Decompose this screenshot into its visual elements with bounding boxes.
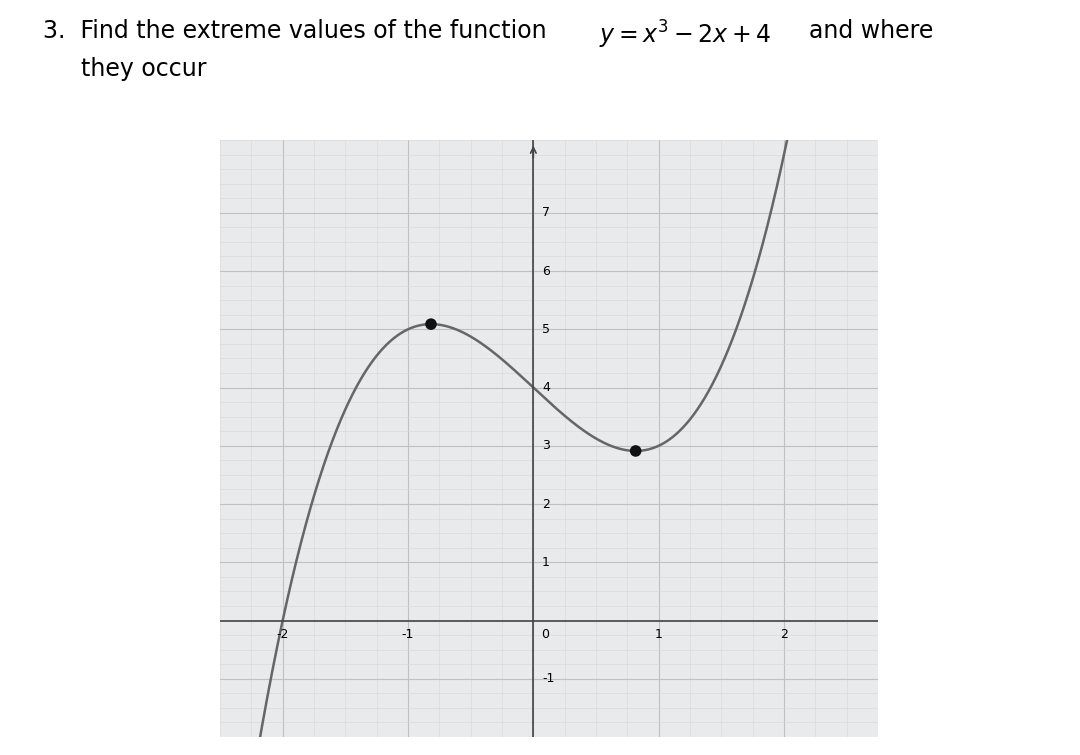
Text: 1: 1 bbox=[542, 556, 550, 569]
Text: $y = x^3 - 2x + 4$: $y = x^3 - 2x + 4$ bbox=[599, 19, 772, 51]
Text: 2: 2 bbox=[780, 627, 788, 640]
Text: 2: 2 bbox=[542, 498, 550, 510]
Text: 7: 7 bbox=[542, 206, 550, 219]
Text: and where: and where bbox=[794, 19, 933, 43]
Text: they occur: they occur bbox=[81, 57, 206, 81]
Text: 3: 3 bbox=[542, 439, 550, 452]
Text: 5: 5 bbox=[542, 323, 550, 336]
Text: 0: 0 bbox=[541, 627, 549, 640]
Text: -1: -1 bbox=[542, 672, 554, 686]
Text: 3.  Find the extreme values of the function: 3. Find the extreme values of the functi… bbox=[43, 19, 562, 43]
Text: 4: 4 bbox=[542, 381, 550, 394]
Text: 6: 6 bbox=[542, 264, 550, 278]
Point bbox=[422, 318, 440, 330]
Text: 1: 1 bbox=[654, 627, 663, 640]
Point bbox=[627, 445, 645, 457]
Text: -2: -2 bbox=[276, 627, 288, 640]
Text: -1: -1 bbox=[402, 627, 415, 640]
